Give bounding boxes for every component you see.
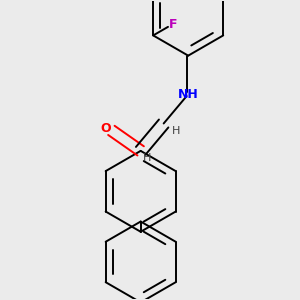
Text: H: H <box>142 153 151 164</box>
Text: O: O <box>100 122 111 135</box>
Text: H: H <box>172 126 181 136</box>
Text: NH: NH <box>178 88 199 101</box>
Text: F: F <box>169 18 177 31</box>
